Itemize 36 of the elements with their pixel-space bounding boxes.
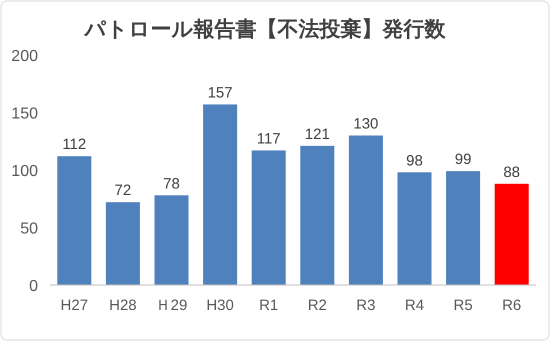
data-label: 112 — [62, 136, 86, 154]
x-tick-label: R5 — [454, 297, 473, 314]
y-tick-label: 50 — [20, 220, 38, 238]
bar — [57, 156, 92, 285]
bar — [252, 150, 286, 285]
y-tick-label: 200 — [11, 48, 38, 65]
x-tick-label: R1 — [259, 297, 278, 314]
bar — [154, 195, 189, 285]
y-tick-label: 150 — [11, 106, 38, 122]
data-label: 157 — [208, 84, 233, 102]
x-tick-label: R4 — [404, 297, 424, 314]
bar — [203, 104, 238, 285]
data-label: 99 — [454, 151, 472, 168]
x-tick-label: R2 — [308, 297, 327, 314]
bar — [397, 172, 432, 285]
data-label: 130 — [353, 116, 378, 132]
data-label: 78 — [163, 175, 180, 192]
data-label: 88 — [503, 164, 520, 181]
chart-title: パトロール報告書【不法投棄】発行数 — [84, 17, 446, 41]
x-tick-label: H30 — [206, 297, 234, 314]
y-tick-label: 100 — [11, 163, 38, 180]
x-tick-label: H28 — [109, 297, 137, 314]
data-label: 117 — [256, 130, 281, 148]
x-tick-label: R3 — [356, 297, 376, 314]
bar — [494, 184, 529, 285]
x-tick-label: R6 — [502, 297, 522, 314]
bar — [446, 171, 480, 285]
x-tick-label: Ｈ29 — [156, 297, 188, 314]
bar — [300, 146, 334, 285]
data-label: 121 — [304, 126, 330, 143]
bar — [106, 202, 140, 285]
y-tick-label: 0 — [29, 278, 38, 295]
data-label: 72 — [114, 182, 132, 200]
bar — [348, 136, 383, 285]
x-tick-label: H27 — [60, 297, 88, 314]
data-label: 98 — [406, 152, 423, 170]
